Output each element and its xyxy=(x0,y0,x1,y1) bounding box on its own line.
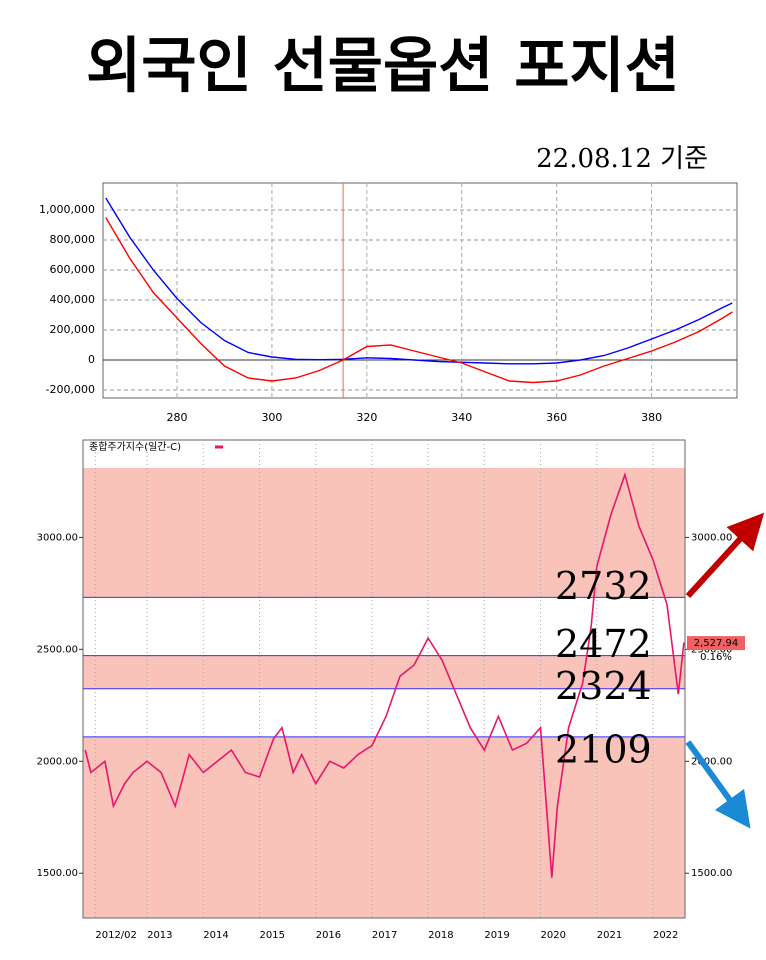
plot-frame xyxy=(102,182,738,399)
last-value-label: 2,527.94 xyxy=(694,638,739,649)
y-tick-label: -200,000 xyxy=(46,383,95,396)
y-tick-label: 3000.00 xyxy=(37,532,78,543)
y-tick-label: 200,000 xyxy=(50,323,96,336)
shade-band xyxy=(83,736,685,918)
x-tick-label: 2018 xyxy=(428,930,453,941)
x-tick-label: 300 xyxy=(261,411,282,424)
level-label: 2732 xyxy=(555,564,652,608)
x-tick-label: 360 xyxy=(546,411,567,424)
y-tick-label: 2000.00 xyxy=(37,756,78,767)
up-arrow xyxy=(685,512,765,599)
x-tick-label: 340 xyxy=(451,411,472,424)
y-tick-label: 1500.00 xyxy=(37,868,78,879)
page-title: 외국인 선물옵션 포지션 xyxy=(86,32,680,102)
y-tick-label: 600,000 xyxy=(50,263,96,276)
x-tick-label: 280 xyxy=(167,411,188,424)
change-label: 0.16% xyxy=(700,652,732,663)
series-line xyxy=(105,197,733,365)
x-tick-label: 2014 xyxy=(203,930,228,941)
x-tick-label: 2013 xyxy=(147,930,172,941)
index-chart: 1500.001500.002000.002000.002500.002500.… xyxy=(37,439,745,941)
y2-tick-label: 1500.00 xyxy=(691,868,732,879)
x-tick-label: 2020 xyxy=(541,930,566,941)
level-label: 2109 xyxy=(555,727,652,771)
shade-band xyxy=(83,468,685,598)
y-tick-label: 0 xyxy=(88,353,95,366)
legend-label: 종합주가지수(일간-C) xyxy=(89,441,181,453)
x-tick-label: 2019 xyxy=(484,930,509,941)
series-line xyxy=(105,217,733,384)
down-arrow xyxy=(685,740,751,829)
last-value-box xyxy=(687,636,745,651)
y2-tick-label: 2000.00 xyxy=(691,756,732,767)
x-tick-label: 2016 xyxy=(316,930,341,941)
y-tick-label: 400,000 xyxy=(50,293,96,306)
level-label: 2472 xyxy=(555,622,652,666)
plot-frame xyxy=(82,439,686,919)
payoff-chart: -200,000 0 200,000 400,000 600,000 800,000 1,0… xyxy=(39,182,738,424)
x-tick-label: 2015 xyxy=(259,930,284,941)
x-tick-label: 320 xyxy=(356,411,377,424)
y-tick-label: 800,000 xyxy=(50,233,96,246)
x-tick-label: 2012/02 xyxy=(95,930,137,941)
series-line xyxy=(84,472,685,878)
y-tick-label: 2500.00 xyxy=(37,644,78,655)
level-label: 2324 xyxy=(555,664,652,708)
x-tick-label: 380 xyxy=(641,411,662,424)
y-tick-label: 1,000,000 xyxy=(39,203,95,216)
x-tick-label: 2017 xyxy=(372,930,397,941)
x-tick-label: 2021 xyxy=(597,930,622,941)
y2-tick-label: 3000.00 xyxy=(691,532,732,543)
date-label: 22.08.12 기준 xyxy=(536,144,708,174)
x-tick-label: 2022 xyxy=(653,930,678,941)
